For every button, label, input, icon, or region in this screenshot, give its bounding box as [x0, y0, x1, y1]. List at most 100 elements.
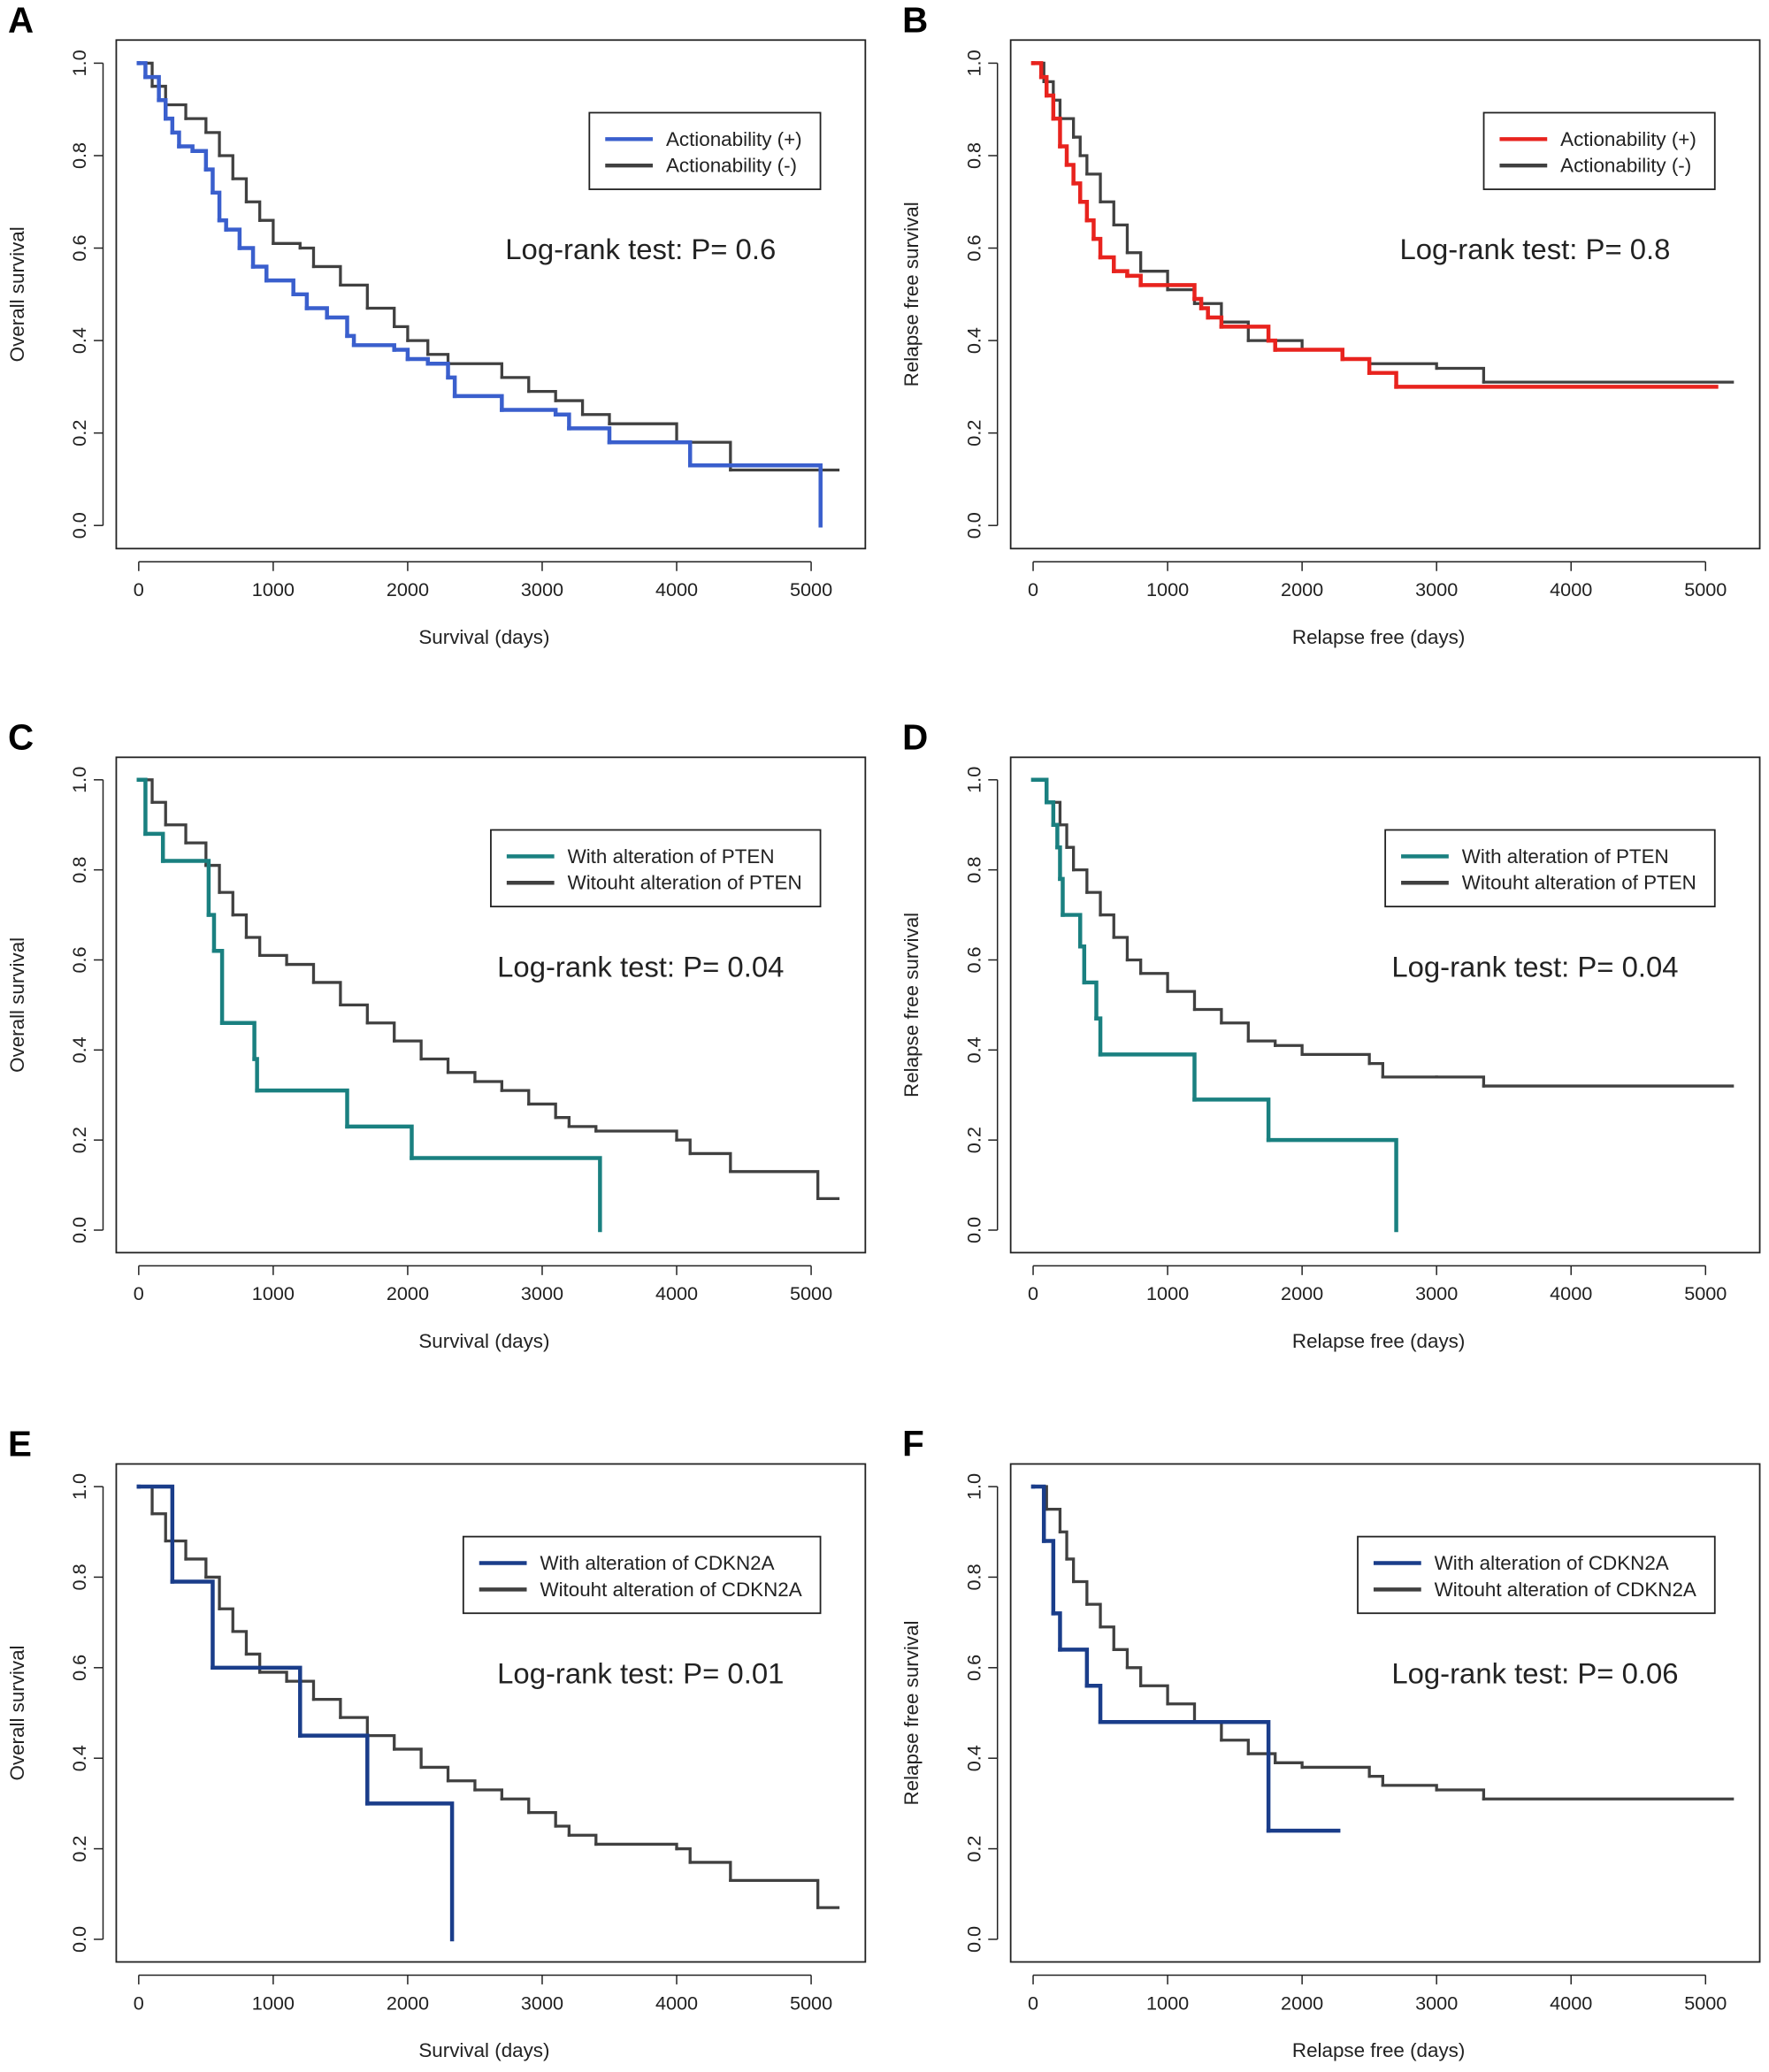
x-tick-label: 1000	[1146, 1992, 1189, 2014]
step-segment	[206, 913, 217, 953]
step-segment	[500, 1797, 531, 1815]
step-segment	[675, 1138, 692, 1156]
panel-label: A	[8, 0, 34, 40]
step-segment	[1065, 1557, 1076, 1584]
x-tick-label: 5000	[1684, 1992, 1727, 2014]
y-axis-label: Overall survival	[6, 226, 28, 362]
step-segment	[1058, 117, 1076, 139]
step-segment	[1072, 135, 1082, 157]
legend-label: Witouht alteration of CDKN2A	[540, 1579, 801, 1601]
step-segment	[339, 283, 369, 310]
step-segment	[419, 1765, 450, 1783]
x-tick-label: 2000	[1281, 1992, 1323, 2014]
x-tick-label: 3000	[1415, 1282, 1458, 1304]
step-segment	[219, 1021, 257, 1061]
step-segment	[211, 949, 225, 1026]
step-segment	[325, 315, 349, 339]
legend-box	[490, 829, 822, 908]
step-segment	[184, 1557, 208, 1579]
x-tick-label: 2000	[387, 1282, 429, 1304]
step-segment	[1065, 845, 1076, 872]
y-tick-label: 0.0	[68, 1217, 90, 1243]
x-tick-label: 4000	[1550, 578, 1592, 600]
y-tick-label: 0.0	[962, 1926, 984, 1953]
step-segment	[258, 1671, 288, 1683]
step-segment	[258, 218, 275, 245]
step-segment	[1367, 1061, 1385, 1079]
x-tick-label: 4000	[1550, 1992, 1592, 2014]
step-segment	[258, 953, 288, 967]
y-tick-label: 0.6	[68, 946, 90, 973]
step-segment	[231, 1630, 249, 1656]
step-segment	[500, 408, 558, 417]
y-tick-label: 0.0	[68, 1926, 90, 1953]
step-segment	[170, 1579, 215, 1671]
step-segment	[419, 1057, 450, 1074]
step-segment	[1072, 868, 1089, 894]
y-tick-label: 0.4	[68, 327, 90, 354]
legend-box	[1357, 1535, 1716, 1615]
y-tick-label: 0.0	[962, 1217, 984, 1243]
step-segment	[365, 1021, 396, 1043]
step-segment	[1220, 1021, 1250, 1043]
step-segment	[365, 306, 396, 329]
step-segment	[136, 61, 148, 80]
step-segment	[1078, 944, 1087, 985]
step-segment	[1085, 172, 1102, 203]
x-tick-label: 4000	[655, 578, 698, 600]
annotation: Log-rank test: P= 0.04	[497, 950, 784, 982]
step-segment	[729, 1878, 820, 1909]
step-segment	[554, 1116, 571, 1128]
km-panel: F 0 1000 2000 3000 4000 5000 0.0 0.2 0.4 0.6 0.8 1.0…	[900, 1423, 1761, 2061]
annotation: Log-rank test: P= 0.6	[505, 233, 776, 265]
y-tick-label: 0.8	[68, 857, 90, 883]
x-tick-label: 5000	[790, 578, 832, 600]
step-segment	[150, 800, 167, 827]
step-segment	[452, 394, 504, 412]
legend-label: Witouht alteration of PTEN	[568, 872, 802, 894]
legend-label: With alteration of CDKN2A	[540, 1552, 774, 1574]
step-segment	[1367, 362, 1438, 371]
step-segment	[1192, 1097, 1271, 1143]
step-segment	[244, 936, 262, 958]
step-segment	[204, 1575, 221, 1610]
step-segment	[1064, 163, 1076, 186]
x-tick-label: 4000	[655, 1992, 698, 2014]
step-segment	[1058, 823, 1068, 849]
legend: With alteration of CDKN2A Witouht alterat…	[462, 1535, 822, 1615]
step-segment	[237, 246, 256, 269]
legend-box	[462, 1535, 822, 1615]
km-panel: E 0 1000 2000 3000 4000 5000 0.0 0.2 0.4 0.6 0.8 1.0…	[6, 1423, 867, 2061]
step-segment	[160, 859, 211, 917]
step-segment	[1125, 251, 1143, 273]
step-segment	[527, 1102, 557, 1120]
step-segment	[446, 1779, 477, 1792]
step-segment	[1082, 980, 1099, 1021]
step-segment	[1381, 1784, 1438, 1792]
step-segment	[1030, 1484, 1046, 1543]
step-segment	[345, 1124, 414, 1160]
step-segment	[1031, 778, 1048, 804]
step-segment	[406, 339, 430, 356]
step-segment	[1435, 1075, 1486, 1088]
step-segment	[1099, 200, 1115, 227]
step-segment	[1091, 236, 1103, 260]
step-segment	[285, 1679, 316, 1701]
step-segment	[1273, 348, 1344, 362]
step-segment	[1138, 283, 1197, 302]
km-panel: A 0 1000 2000 3000 4000 5000 0.0 0.2 0.4 0.6 0.8 1.0…	[6, 0, 867, 648]
panel-label: F	[902, 1423, 924, 1464]
step-segment	[177, 144, 195, 153]
step-segment	[446, 375, 457, 399]
step-segment	[304, 306, 329, 320]
step-segment	[1266, 338, 1277, 352]
y-tick-label: 1.0	[962, 1473, 984, 1500]
step-segment	[1041, 1539, 1056, 1616]
step-segment	[1044, 93, 1056, 121]
step-segment	[1094, 1016, 1103, 1057]
legend-label: Actionability (-)	[1560, 155, 1691, 177]
y-tick-label: 0.4	[68, 1745, 90, 1771]
step-segment	[1125, 273, 1143, 287]
step-segment	[1038, 74, 1049, 98]
step-segment	[1125, 1666, 1143, 1687]
